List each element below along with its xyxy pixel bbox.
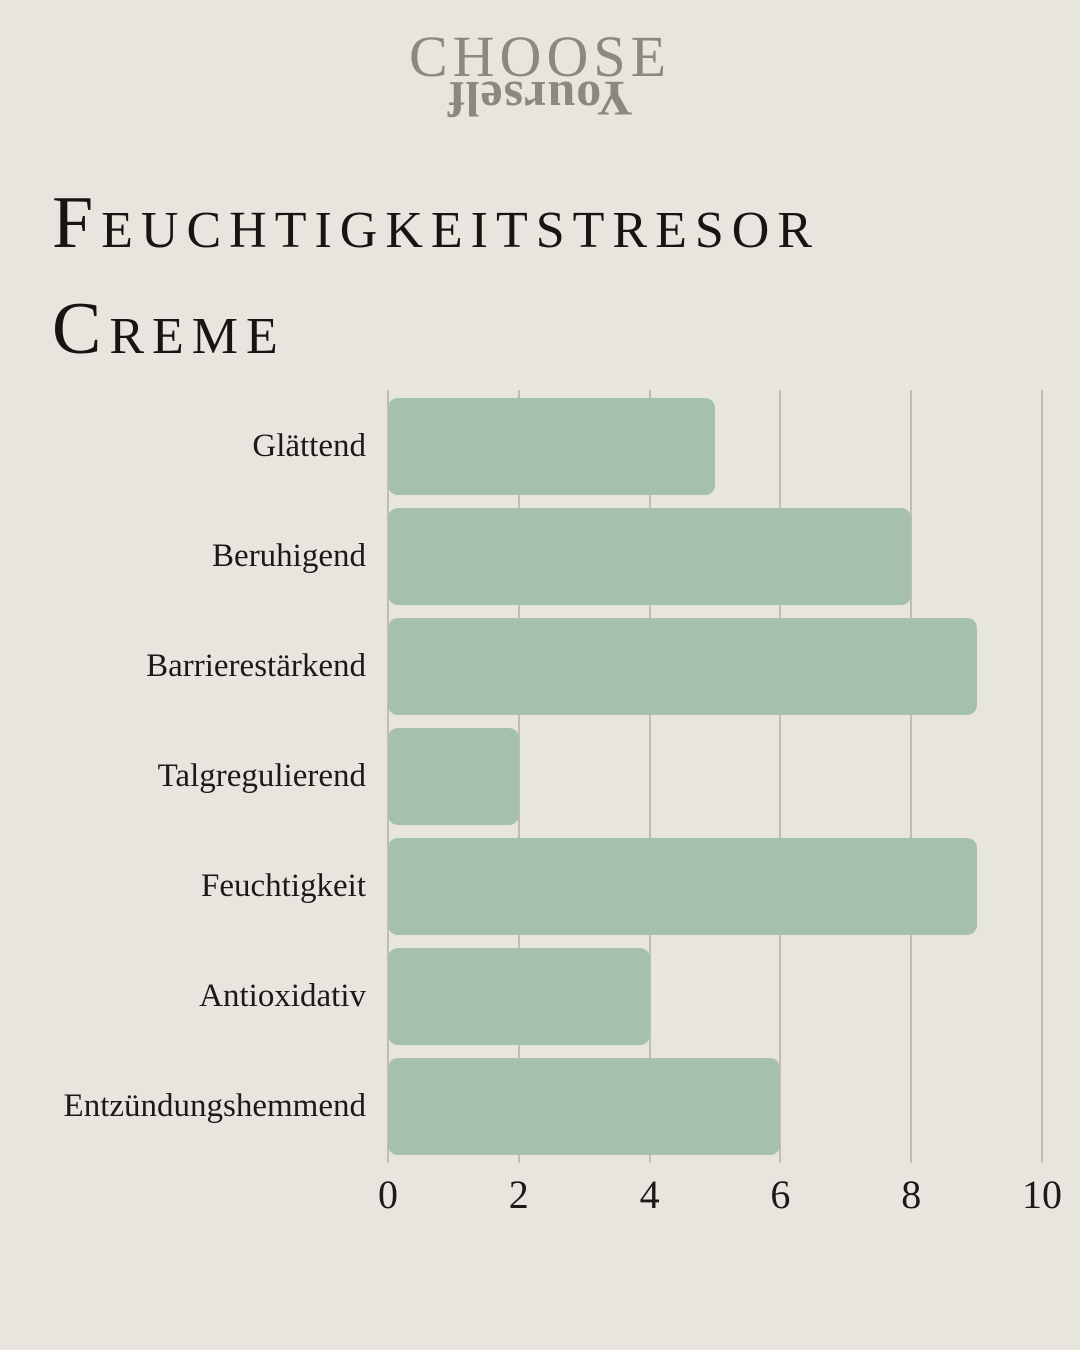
category-label: Entzündungshemmend xyxy=(63,1088,366,1124)
gridline xyxy=(517,390,520,1163)
bar-row: Glättend xyxy=(0,398,1042,495)
logo-text-choose: CHOOSE xyxy=(408,24,672,89)
bar-track xyxy=(388,1058,1042,1155)
bar xyxy=(388,948,650,1045)
bar-row: Barrierestärkend xyxy=(0,618,1042,715)
bar-track xyxy=(388,728,1042,825)
x-axis: 0 2 4 6 8 10 xyxy=(378,1155,1062,1217)
logo-text-yourself-flipped: Yourself xyxy=(447,71,633,127)
bar-row: Beruhigend xyxy=(0,508,1042,605)
bar-track xyxy=(388,508,1042,605)
chart-plot-area: Glättend Beruhigend Barrierestärkend Talgre… xyxy=(0,390,1043,1163)
bar-row: Talgregulierend xyxy=(0,728,1042,825)
category-label: Glättend xyxy=(252,428,366,464)
bar xyxy=(388,508,912,605)
bar xyxy=(388,728,519,825)
bar-track xyxy=(388,838,1042,935)
bar-track xyxy=(388,618,1042,715)
category-label: Talgregulierend xyxy=(157,758,366,794)
gridline xyxy=(648,390,651,1163)
gridline xyxy=(910,390,913,1163)
x-tick-label: 0 xyxy=(378,1172,398,1217)
bar-chart: Glättend Beruhigend Barrierestärkend Talgre… xyxy=(0,390,1062,1217)
x-tick-label: 6 xyxy=(770,1172,791,1217)
bar xyxy=(388,838,977,935)
x-tick-label: 4 xyxy=(639,1172,660,1217)
x-tick-label: 10 xyxy=(1022,1172,1062,1217)
bar-rows: Glättend Beruhigend Barrierestärkend Talgre… xyxy=(0,398,1042,1155)
page-title: Feuchtigkeitstresor Creme xyxy=(52,182,821,370)
gridline xyxy=(1041,390,1043,1163)
bar xyxy=(388,398,715,495)
bar xyxy=(388,1058,781,1155)
bar-track xyxy=(388,948,1042,1045)
x-tick-label: 2 xyxy=(508,1172,529,1217)
gridline xyxy=(779,390,782,1163)
bar-row: Entzündungshemmend xyxy=(0,1058,1042,1155)
bar-row: Antioxidativ xyxy=(0,948,1042,1045)
category-label: Beruhigend xyxy=(212,538,366,574)
bar-row: Feuchtigkeit xyxy=(0,838,1042,935)
bar xyxy=(388,618,977,715)
category-label: Feuchtigkeit xyxy=(201,868,366,904)
x-tick-label: 8 xyxy=(901,1172,922,1217)
bar-track xyxy=(388,398,1042,495)
category-label: Antioxidativ xyxy=(199,978,366,1014)
category-label: Barrierestärkend xyxy=(146,648,366,684)
brand-logo: CHOOSE Yourself xyxy=(0,24,1080,128)
